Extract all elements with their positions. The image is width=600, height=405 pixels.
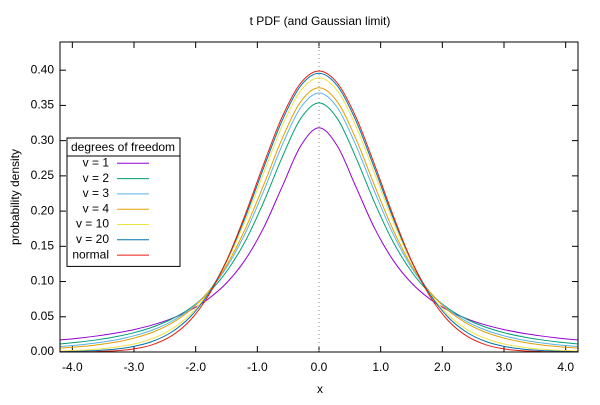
y-tick-label: 0.15 [31, 238, 55, 252]
x-tick-label: -4.0 [62, 360, 83, 374]
x-tick-label: 1.0 [372, 360, 389, 374]
series-line [59, 127, 579, 341]
legend-title: degrees of freedom [71, 140, 175, 154]
series-line [59, 77, 579, 352]
legend-label: normal [72, 247, 109, 261]
series-line [59, 70, 579, 353]
y-tick-label: 0.40 [31, 62, 55, 76]
y-tick-label: 0.10 [31, 274, 55, 288]
series-line [59, 72, 579, 353]
legend-label: v = 4 [83, 201, 110, 215]
x-tick-label: -1.0 [247, 360, 268, 374]
x-tick-label: 0.0 [311, 360, 328, 374]
y-tick-label: 0.05 [31, 309, 55, 323]
y-tick-label: 0.30 [31, 133, 55, 147]
legend-box [66, 137, 181, 267]
chart-title: t PDF (and Gaussian limit) [250, 14, 391, 28]
x-tick-label: 2.0 [434, 360, 451, 374]
y-tick-label: 0.35 [31, 98, 55, 112]
x-axis-label: x [317, 382, 323, 396]
x-tick-label: 3.0 [496, 360, 513, 374]
x-tick-label: 4.0 [557, 360, 574, 374]
legend-label: v = 3 [83, 186, 110, 200]
y-tick-label: 0.00 [31, 344, 55, 358]
y-tick-label: 0.25 [31, 168, 55, 182]
plot-frame [59, 41, 579, 353]
legend-label: v = 2 [83, 171, 110, 185]
y-axis-label: probability density [8, 149, 22, 245]
legend-label: v = 10 [76, 217, 109, 231]
legend-label: v = 20 [76, 232, 109, 246]
series-line [59, 87, 579, 349]
series-line [59, 92, 579, 348]
x-tick-label: -3.0 [124, 360, 145, 374]
series-line [59, 102, 579, 345]
y-tick-label: 0.20 [31, 203, 55, 217]
legend-label: v = 1 [83, 155, 110, 169]
x-tick-label: -2.0 [185, 360, 206, 374]
